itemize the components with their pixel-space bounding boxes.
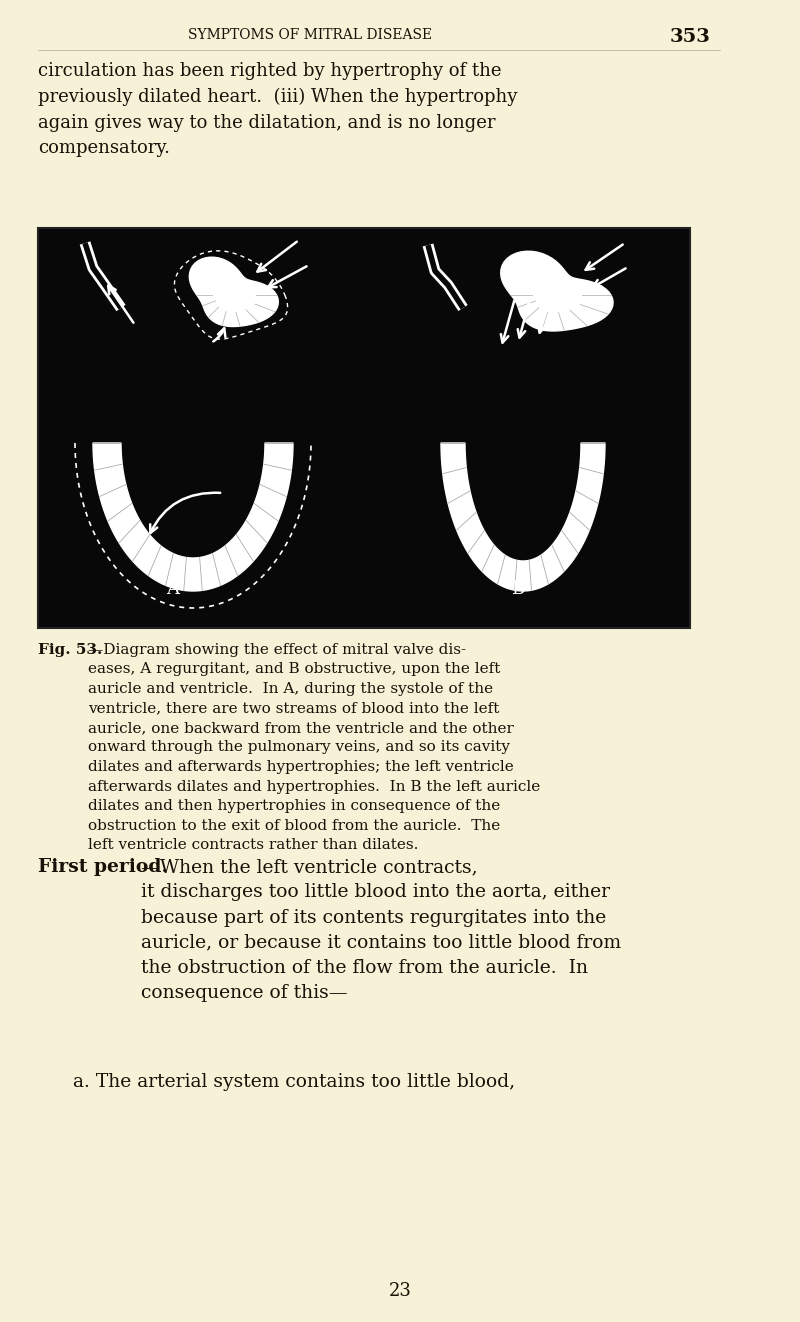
- Polygon shape: [501, 251, 613, 330]
- Text: 23: 23: [389, 1282, 411, 1300]
- Text: circulation has been righted by hypertrophy of the
previously dilated heart.  (i: circulation has been righted by hypertro…: [38, 62, 518, 157]
- Text: Fig. 53.: Fig. 53.: [38, 642, 102, 657]
- Text: A: A: [166, 580, 179, 598]
- Text: a. The arterial system contains too little blood,: a. The arterial system contains too litt…: [55, 1073, 515, 1091]
- Polygon shape: [93, 443, 293, 591]
- Text: 353: 353: [670, 28, 710, 46]
- Bar: [38, 227, 690, 628]
- Text: SYMPTOMS OF MITRAL DISEASE: SYMPTOMS OF MITRAL DISEASE: [188, 28, 432, 42]
- Text: —Diagram showing the effect of mitral valve dis-
eases, A regurgitant, and B obs: —Diagram showing the effect of mitral va…: [88, 642, 540, 851]
- Text: —When the left ventricle contracts,
it discharges too little blood into the aort: —When the left ventricle contracts, it d…: [141, 858, 621, 1002]
- Text: First period.: First period.: [38, 858, 168, 876]
- Text: B: B: [511, 580, 525, 598]
- Polygon shape: [190, 258, 278, 327]
- Polygon shape: [441, 443, 605, 591]
